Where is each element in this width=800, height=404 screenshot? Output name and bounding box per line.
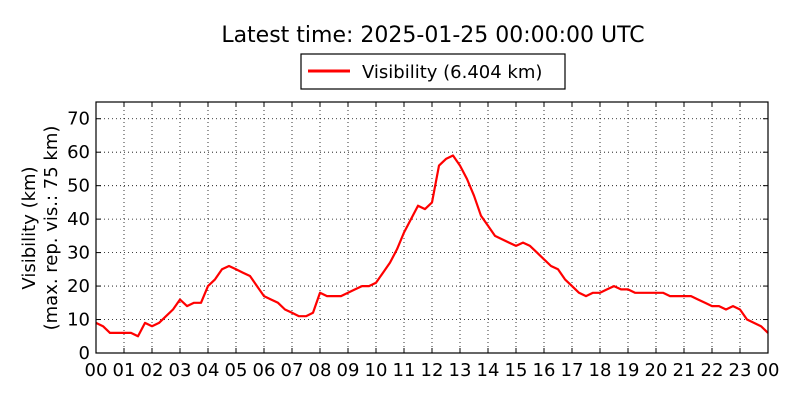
- grid: [96, 102, 768, 353]
- x-tick-label: 05: [225, 360, 248, 381]
- x-tick-label: 23: [729, 360, 752, 381]
- series-layer: [95, 154, 769, 338]
- y-tick-label: 60: [67, 142, 90, 163]
- legend: Visibility (6.404 km): [300, 53, 566, 90]
- x-tick-label: 09: [337, 360, 360, 381]
- legend-label: Visibility (6.404 km): [362, 62, 542, 83]
- x-tick-label: 01: [113, 360, 136, 381]
- y-tick-label: 0: [79, 343, 90, 364]
- y-tick-label: 20: [67, 276, 90, 297]
- x-tick-label: 22: [701, 360, 724, 381]
- x-tick-label: 03: [169, 360, 192, 381]
- x-tick-label: 02: [141, 360, 164, 381]
- y-axis-label-line1: Visibility (km): [19, 166, 40, 289]
- x-tick-label: 13: [449, 360, 472, 381]
- x-tick-label: 20: [645, 360, 668, 381]
- chart-title: Latest time: 2025-01-25 00:00:00 UTC: [221, 23, 644, 48]
- y-tick-label: 50: [67, 176, 90, 197]
- x-tick-label: 16: [533, 360, 556, 381]
- x-tick-label: 00: [85, 360, 108, 381]
- y-tick-label: 40: [67, 209, 90, 230]
- ticks: [95, 102, 769, 354]
- x-tick-label: 12: [421, 360, 444, 381]
- y-tick-label: 30: [67, 243, 90, 264]
- x-tick-label: 14: [477, 360, 500, 381]
- x-tick-label: 10: [365, 360, 388, 381]
- x-tick-label: 15: [505, 360, 528, 381]
- x-tick-label: 08: [309, 360, 332, 381]
- x-tick-label: 21: [673, 360, 696, 381]
- x-tick-label: 00: [757, 360, 780, 381]
- x-tick-label: 11: [393, 360, 416, 381]
- y-tick-label: 10: [67, 310, 90, 331]
- y-tick-label: 70: [67, 109, 90, 130]
- x-tick-label: 18: [589, 360, 612, 381]
- plot-frame: [95, 101, 769, 354]
- y-tick-labels: 0 10 20 30 40 50 60 70: [67, 109, 90, 364]
- x-tick-label: 04: [197, 360, 220, 381]
- y-axis-label-line2: (max. rep. vis.: 75 km): [41, 126, 62, 331]
- series-line-visibility: [95, 154, 769, 338]
- x-tick-label: 07: [281, 360, 304, 381]
- x-tick-label: 06: [253, 360, 276, 381]
- x-tick-label: 17: [561, 360, 584, 381]
- x-tick-label: 19: [617, 360, 640, 381]
- x-tick-labels: 00 01 02 03 04 05 06 07 08 09 10 11 12 13 14 15 16 17 18 19…: [85, 360, 780, 381]
